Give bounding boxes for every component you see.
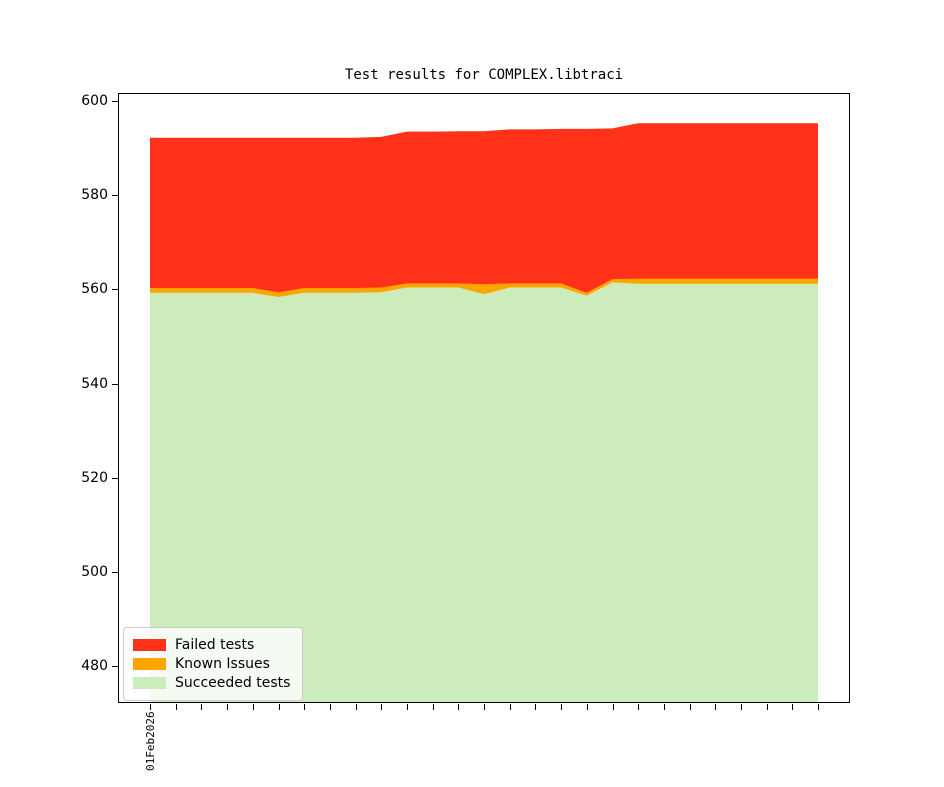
y-tick-label: 520 bbox=[81, 469, 108, 486]
legend-label-failed: Failed tests bbox=[175, 637, 255, 653]
plot-area bbox=[118, 93, 850, 703]
y-tick-label: 600 bbox=[81, 93, 108, 110]
x-tick-mark bbox=[561, 704, 563, 710]
y-tick-mark bbox=[112, 572, 118, 573]
area-succeeded-tests bbox=[150, 282, 818, 702]
x-tick-mark bbox=[612, 704, 614, 710]
x-tick-mark bbox=[432, 704, 434, 710]
y-tick-mark bbox=[112, 195, 118, 197]
x-tick-mark bbox=[406, 704, 408, 710]
x-tick-mark bbox=[227, 704, 229, 710]
x-tick-mark bbox=[304, 704, 306, 710]
x-tick-mark bbox=[740, 704, 742, 710]
x-tick-mark bbox=[715, 704, 717, 710]
legend-label-known-issues: Known Issues bbox=[175, 656, 270, 672]
legend-entry-succeeded: Succeeded tests bbox=[133, 675, 290, 691]
plot-svg bbox=[150, 123, 818, 702]
x-tick-mark bbox=[818, 704, 819, 710]
y-tick-mark bbox=[112, 666, 118, 668]
x-tick-mark bbox=[535, 704, 537, 710]
y-tick-label: 540 bbox=[81, 375, 108, 392]
x-tick-mark bbox=[252, 704, 254, 710]
y-tick-mark bbox=[112, 477, 118, 479]
y-tick-mark bbox=[112, 289, 118, 291]
y-tick-label: 580 bbox=[81, 187, 108, 204]
x-tick-mark bbox=[509, 704, 511, 710]
x-tick-mark bbox=[175, 704, 177, 710]
x-tick-mark bbox=[689, 704, 691, 710]
x-axis-date-label: 01Feb2026 bbox=[144, 711, 157, 771]
x-tick-mark bbox=[381, 704, 383, 710]
x-tick-mark bbox=[150, 704, 151, 710]
y-tick-label: 480 bbox=[81, 658, 108, 675]
x-tick-mark bbox=[355, 704, 357, 710]
x-tick-mark bbox=[201, 704, 203, 710]
chart-title: Test results for COMPLEX.libtraci bbox=[344, 67, 624, 83]
legend-swatch-known-issues-icon bbox=[133, 658, 166, 670]
legend-swatch-failed-icon bbox=[133, 639, 166, 651]
legend-entry-known-issues: Known Issues bbox=[133, 656, 290, 672]
legend-swatch-succeeded-icon bbox=[133, 677, 166, 689]
y-tick-mark bbox=[112, 101, 118, 103]
x-tick-mark bbox=[586, 704, 588, 710]
legend: Failed tests Known Issues Succeeded test… bbox=[123, 627, 304, 701]
x-tick-mark bbox=[278, 704, 280, 710]
x-tick-mark bbox=[663, 704, 665, 710]
x-tick-mark bbox=[484, 704, 485, 710]
legend-label-succeeded: Succeeded tests bbox=[175, 675, 291, 691]
legend-entry-failed: Failed tests bbox=[133, 637, 290, 653]
x-tick-mark bbox=[792, 704, 794, 710]
x-tick-mark bbox=[638, 704, 640, 710]
x-tick-mark bbox=[329, 704, 331, 710]
x-tick-mark bbox=[766, 704, 768, 710]
x-tick-mark bbox=[458, 704, 460, 710]
y-tick-label: 500 bbox=[81, 564, 108, 580]
y-tick-label: 560 bbox=[81, 281, 108, 298]
y-tick-mark bbox=[112, 383, 118, 385]
